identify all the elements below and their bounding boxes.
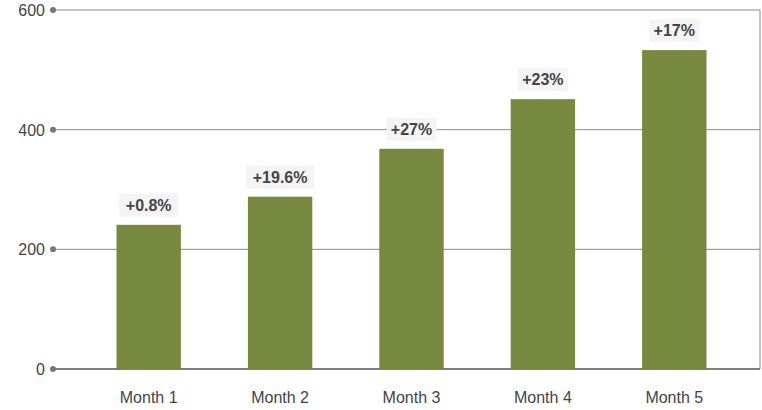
category-label: Month 5 (645, 389, 703, 406)
bar (642, 50, 706, 369)
tick-label: 600 (18, 2, 45, 19)
annotation-bg (518, 68, 568, 91)
grid-line (53, 10, 760, 11)
tick-mark (50, 7, 56, 13)
category-label: Month 4 (514, 389, 572, 406)
frame-line (760, 10, 761, 369)
tick-mark (50, 127, 56, 133)
tick-label: 0 (36, 361, 45, 378)
tick-label: 400 (18, 122, 45, 139)
annotation-bg (387, 118, 437, 141)
annotation: +19.6% (253, 169, 308, 186)
chart: 0 200 400 600 Month 1 Month 2 Month 3 Month 4 Mo… (0, 0, 762, 410)
category-label: Month 1 (120, 389, 178, 406)
annotation: +23% (522, 71, 563, 88)
category-label: Month 2 (251, 389, 309, 406)
annotation: +17% (654, 22, 695, 39)
annotation-bg (649, 19, 699, 42)
category-label: Month 3 (383, 389, 441, 406)
annotation: +0.8% (126, 197, 172, 214)
annotation-bg (246, 166, 314, 189)
tick-mark (50, 246, 56, 252)
bar (248, 197, 312, 369)
bar (379, 149, 443, 369)
tick-label: 200 (18, 241, 45, 258)
bar (511, 99, 575, 369)
annotation-bg (119, 194, 178, 217)
bar (117, 225, 181, 369)
annotation: +27% (391, 121, 432, 138)
tick-mark (50, 366, 56, 372)
